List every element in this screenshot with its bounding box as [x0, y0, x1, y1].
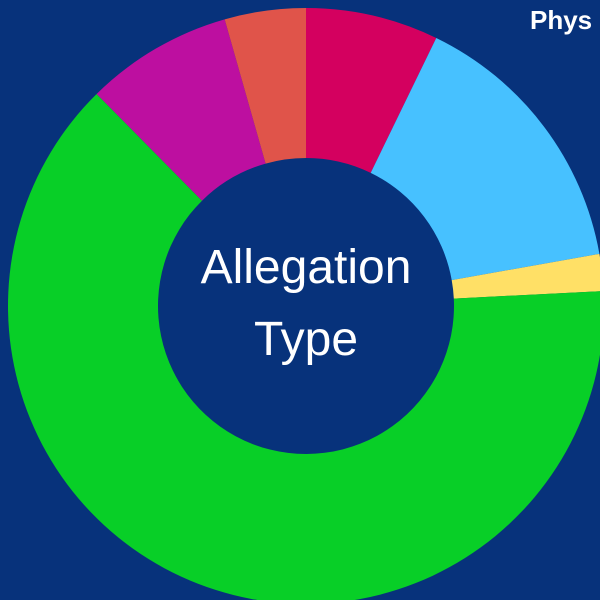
donut-segment: [96, 19, 266, 201]
center-label: Allegation Type: [200, 241, 412, 366]
donut-segment: [8, 93, 600, 600]
donut-segment: [224, 8, 306, 164]
donut-segment: [370, 37, 600, 281]
donut-segment: [306, 8, 437, 173]
annotation: Phys: [530, 5, 592, 35]
donut-segment: [451, 253, 600, 299]
